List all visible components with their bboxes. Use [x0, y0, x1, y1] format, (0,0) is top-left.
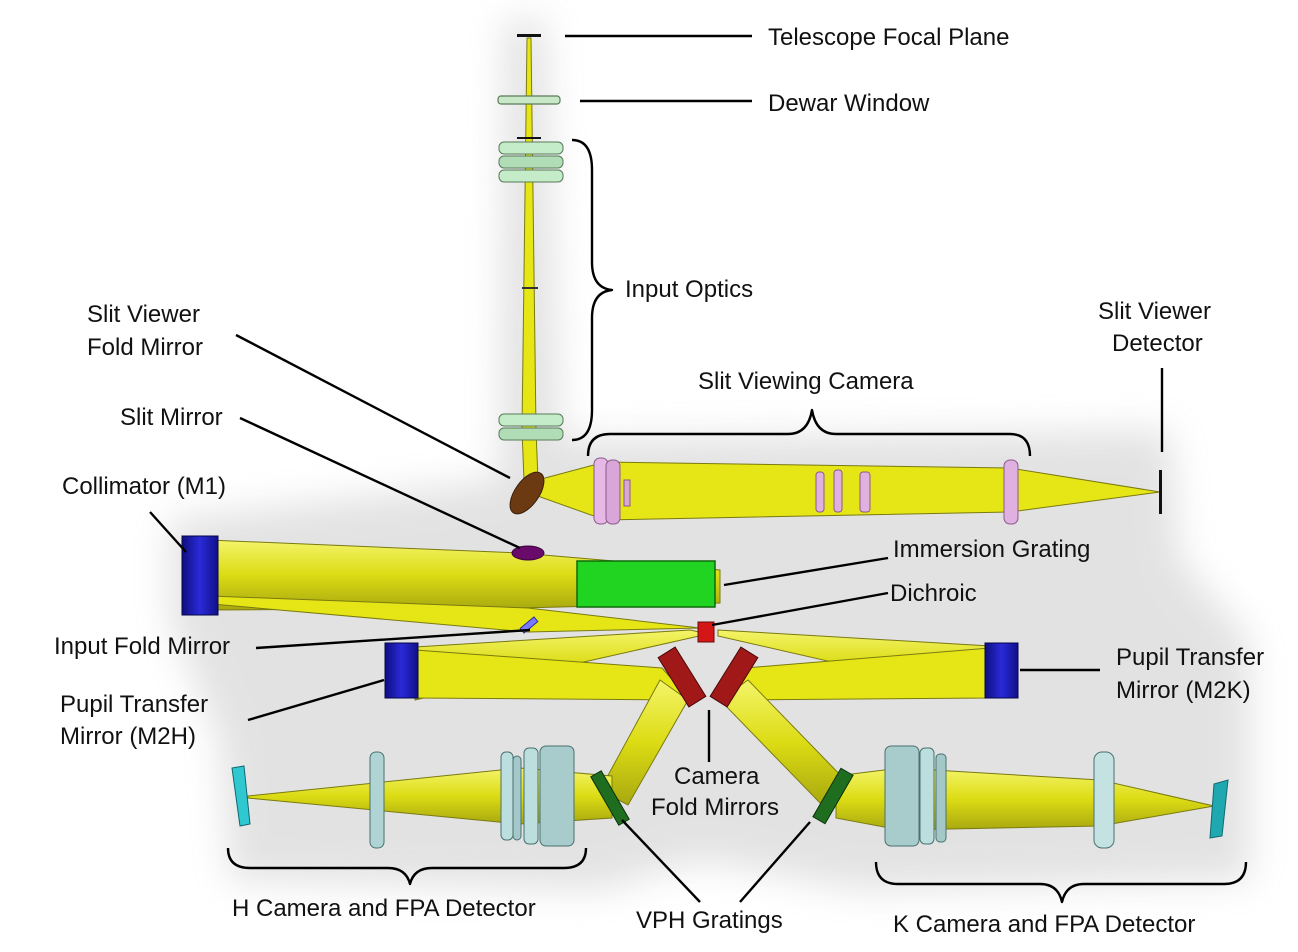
pupil-transfer-m2h-label-2: Mirror (M2H): [60, 723, 196, 750]
k-camera-label: K Camera and FPA Detector: [893, 911, 1195, 938]
collimator-mirror: [181, 535, 219, 616]
slit-mirror-label: Slit Mirror: [120, 404, 223, 431]
dewar-window: [497, 95, 561, 105]
h-camera-lenses: [231, 745, 575, 849]
dichroic: [697, 621, 715, 643]
slit-viewer-fold-mirror-label-1: Slit Viewer: [87, 301, 200, 328]
slit-viewer-detector-label-2: Detector: [1112, 330, 1203, 357]
dichroic-label: Dichroic: [890, 580, 977, 607]
pupil-transfer-m2k-label-1: Pupil Transfer: [1116, 644, 1264, 671]
h-camera-label: H Camera and FPA Detector: [232, 895, 536, 922]
telescope-focal-plane-label: Telescope Focal Plane: [768, 24, 1009, 51]
slit-viewing-camera-lenses: [593, 457, 1019, 525]
pupil-marker: [522, 287, 538, 289]
input-optics-lens-group-top: [498, 141, 564, 183]
camera-fold-mirrors-label-1: Camera: [674, 763, 760, 790]
pupil-transfer-m2h-label-1: Pupil Transfer: [60, 691, 208, 718]
slit-viewer-fold-mirror-label-2: Fold Mirror: [87, 334, 203, 361]
slit-viewing-camera-label: Slit Viewing Camera: [698, 368, 914, 395]
immersion-grating-label: Immersion Grating: [893, 536, 1090, 563]
slit-mirror: [511, 545, 545, 561]
k-camera-lenses: [884, 745, 1229, 849]
stop-marker: [517, 137, 541, 139]
k-camera-brace: [874, 861, 1248, 904]
dewar-window-label: Dewar Window: [768, 90, 930, 117]
slit-viewer-detector-label-1: Slit Viewer: [1098, 298, 1211, 325]
collimator-label: Collimator (M1): [62, 473, 226, 500]
vph-gratings-label: VPH Gratings: [636, 907, 783, 934]
camera-fold-mirrors-label-2: Fold Mirrors: [651, 794, 779, 821]
h-camera-brace: [226, 847, 588, 886]
camera-fold-mirror-k: [709, 646, 759, 708]
immersion-grating: [576, 560, 716, 608]
optical-components: [181, 34, 1229, 849]
slit-viewer-beam: [529, 461, 1161, 521]
pupil-transfer-mirror-m2k: [984, 642, 1019, 699]
labels: Telescope Focal Plane Dewar Window Input…: [54, 24, 1264, 938]
slit-viewing-camera-brace: [586, 408, 1032, 457]
input-fold-mirror-label: Input Fold Mirror: [54, 633, 230, 660]
input-optics-brace: [571, 138, 614, 442]
vph-grating-k: [812, 767, 854, 825]
braces: [226, 138, 1248, 904]
camera-fold-mirror-h: [657, 646, 707, 708]
slit-viewer-fold-mirror: [509, 471, 545, 515]
input-optics-lens-group-bottom: [498, 413, 564, 441]
telescope-focal-plane-marker: [517, 34, 541, 37]
leader-lines: [149, 34, 1164, 903]
slit-viewer-detector: [1159, 470, 1162, 514]
h-diagonal-beam: [599, 679, 689, 806]
pupil-transfer-m2k-label-2: Mirror (M2K): [1116, 677, 1251, 704]
pupil-transfer-mirror-m2h: [384, 642, 419, 699]
input-optics-label: Input Optics: [625, 276, 753, 303]
